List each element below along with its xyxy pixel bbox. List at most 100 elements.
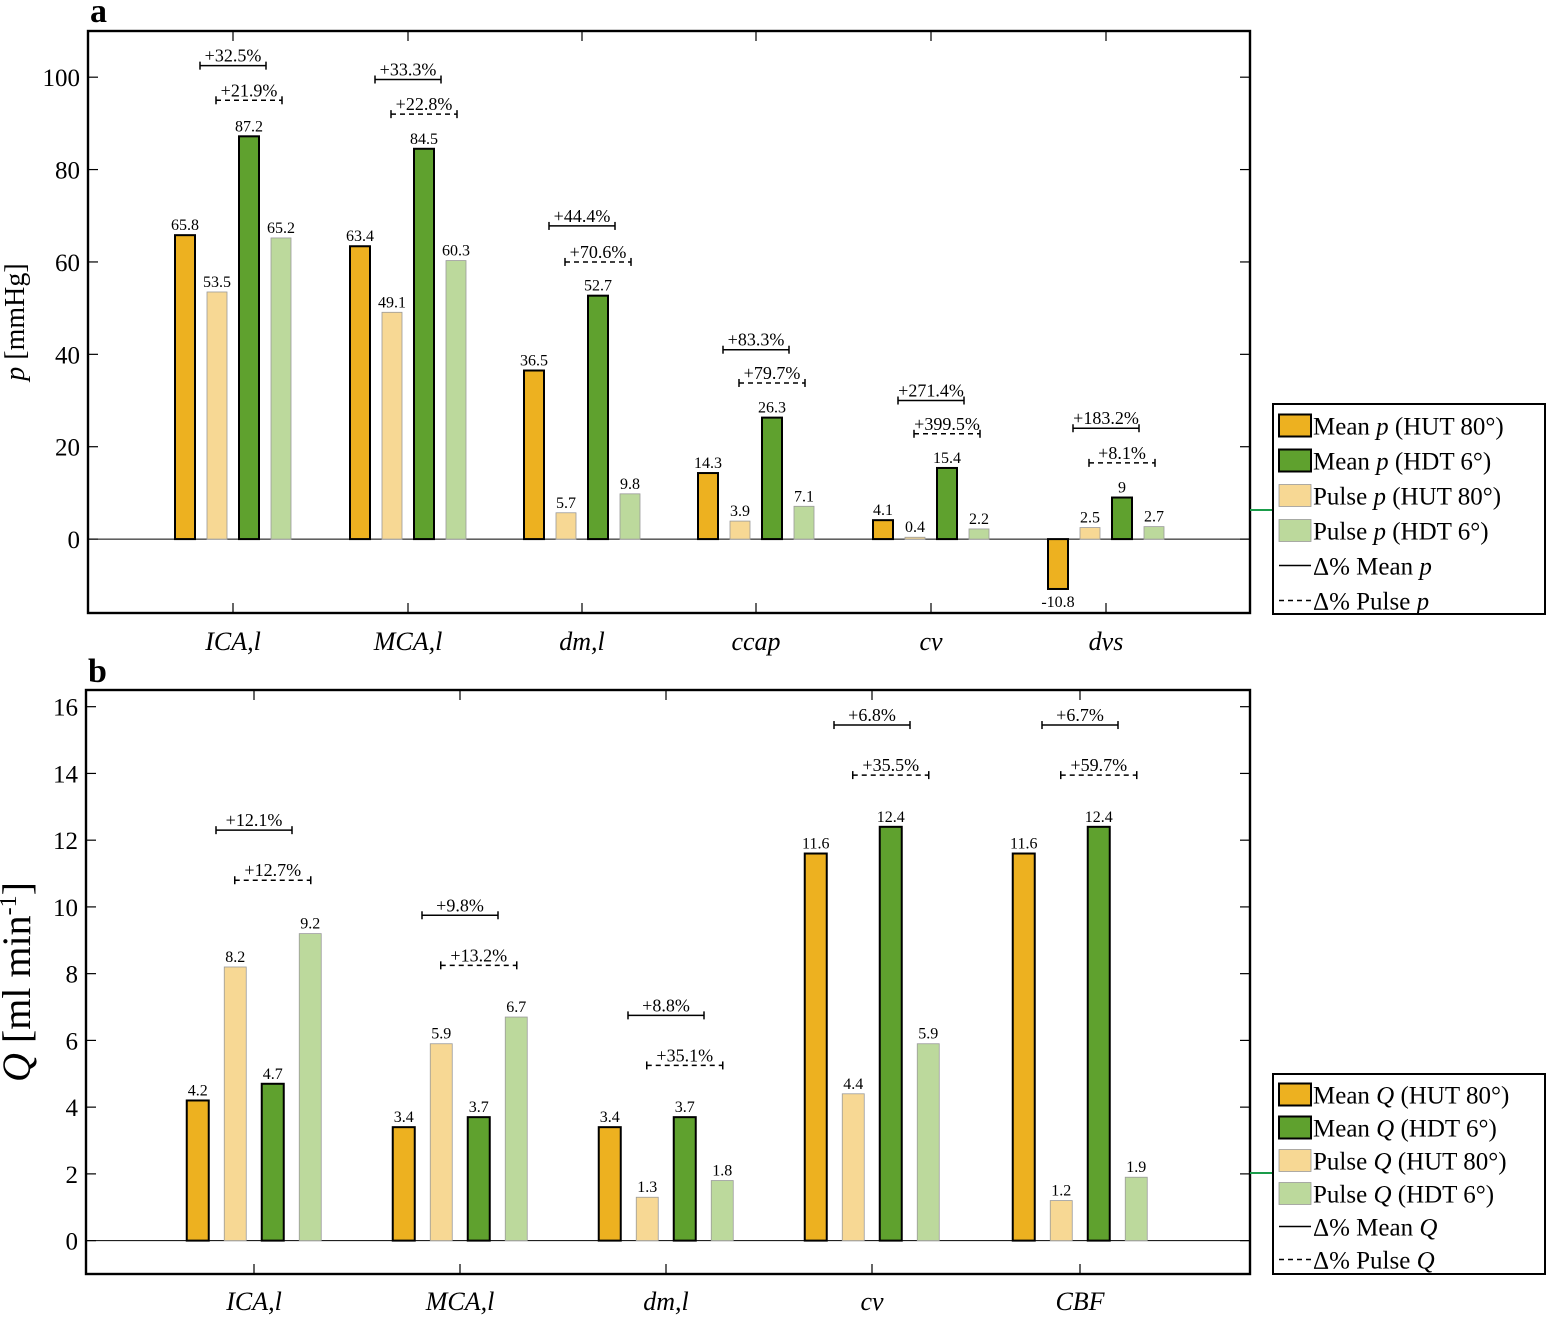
legend: Mean p (HUT 80°)Mean p (HDT 6°)Pulse p (… — [1272, 403, 1546, 616]
bar-mean_hut — [872, 519, 894, 541]
bar-value-label: 2.7 — [1144, 509, 1164, 526]
legend-entry-text: Δ% Pulse — [1313, 589, 1417, 616]
delta-pulse-label: +399.5% — [914, 414, 980, 434]
legend-entry-label: Δ% Mean p — [1313, 554, 1432, 581]
y-axis-unit: [ml min — [0, 915, 39, 1053]
x-tick-label: CBF — [1055, 1287, 1105, 1316]
bar-mean_hut — [597, 1126, 622, 1242]
delta-pulse-label: +35.5% — [862, 755, 919, 775]
bar-mean_hut — [523, 369, 545, 541]
legend-entry-label: Pulse Q (HDT 6°) — [1313, 1182, 1494, 1209]
legend-entry-var: p — [1371, 519, 1386, 546]
delta-pulse-label: +21.9% — [221, 80, 278, 100]
bar-pulse_hdt — [1143, 526, 1165, 540]
legend-entry-text: Δ% Mean — [1313, 554, 1419, 581]
bar-pulse_hut — [555, 512, 577, 540]
bar-value-label: 12.4 — [1085, 809, 1113, 826]
legend-entry-cond: (HUT 80°) — [1392, 1149, 1507, 1176]
bar-value-label: 65.2 — [267, 220, 295, 237]
bar-value-label: 4.1 — [873, 502, 893, 519]
bar-value-label: 5.7 — [556, 495, 576, 512]
bar-pulse_hut — [904, 536, 926, 540]
y-tick-label: 40 — [55, 342, 80, 369]
bar-pulse_hdt — [793, 505, 815, 540]
legend-entry-cond: (HDT 6°) — [1394, 1116, 1497, 1143]
delta-pulse-label: +13.2% — [450, 945, 507, 965]
bar-pulse_hdt — [445, 260, 467, 540]
y-tick-label: 4 — [66, 1095, 79, 1122]
bar-value-label: 5.9 — [918, 1026, 938, 1043]
x-tick-label: ccap — [731, 627, 780, 656]
legend-entry-var: p — [1371, 484, 1386, 511]
delta-mean-label: +6.7% — [1056, 705, 1104, 725]
bar-pulse_hdt — [270, 237, 292, 540]
legend-entry-var: Q — [1373, 1149, 1391, 1176]
legend-entry-text: Pulse — [1313, 484, 1373, 511]
bar-value-label: 12.4 — [877, 809, 905, 826]
y-tick-label: 6 — [66, 1028, 79, 1055]
legend-entry-label: Pulse p (HUT 80°) — [1313, 484, 1501, 511]
x-tick-label: MCA,l — [425, 1287, 495, 1316]
bar-value-label: 6.7 — [506, 999, 526, 1016]
bar-value-label: 8.2 — [225, 949, 245, 966]
bar-pulse_hut — [635, 1196, 659, 1242]
bar-mean_hdt — [878, 825, 903, 1242]
bar-pulse_hdt — [710, 1180, 734, 1242]
legend-entry-cond: (HDT 6°) — [1389, 449, 1492, 476]
legend-entry-cond: (HDT 6°) — [1392, 1182, 1495, 1209]
panel-label: b — [88, 653, 107, 690]
x-tick-label: ICA,l — [225, 1287, 282, 1316]
legend-entry-var: Q — [1376, 1083, 1394, 1110]
legend-entry-var: Q — [1376, 1116, 1394, 1143]
bar-pulse_hut — [1049, 1200, 1073, 1242]
axes-frame — [86, 29, 1252, 615]
legend-swatch — [1278, 1182, 1312, 1205]
delta-pulse-label: +70.6% — [570, 242, 627, 262]
bar-value-label: 49.1 — [378, 294, 406, 311]
delta-mean-label: +183.2% — [1073, 408, 1139, 428]
delta-mean-label: +271.4% — [898, 381, 964, 401]
delta-mean-label: +33.3% — [380, 60, 437, 80]
bar-value-label: 15.4 — [933, 450, 961, 467]
legend-entry-cond: (HUT 80°) — [1386, 484, 1501, 511]
legend-box — [1272, 1073, 1546, 1275]
legend-swatch — [1278, 1115, 1312, 1140]
bar-value-label: 3.7 — [675, 1099, 695, 1116]
bar-mean_hut — [1047, 538, 1069, 590]
bar-value-label: 1.8 — [712, 1163, 732, 1180]
bar-value-label: 4.7 — [263, 1066, 283, 1083]
bar-mean_hdt — [672, 1116, 697, 1242]
legend-entry-var: p — [1374, 449, 1389, 476]
y-tick-label: 60 — [55, 250, 80, 277]
bar-pulse_hdt — [504, 1016, 528, 1242]
legend-swatch — [1278, 448, 1312, 473]
bar-value-label: 53.5 — [203, 274, 231, 291]
bar-pulse_hut — [429, 1043, 453, 1242]
bar-value-label: 1.2 — [1051, 1183, 1071, 1200]
bar-pulse_hdt — [619, 493, 641, 540]
y-tick-label: 100 — [43, 65, 81, 92]
bar-value-label: 26.3 — [758, 400, 786, 417]
legend-entry-text: Δ% Mean — [1313, 1215, 1419, 1242]
delta-pulse-label: +8.1% — [1098, 443, 1146, 463]
y-axis-label: p [mmHg] — [0, 263, 31, 382]
y-axis-unit-sup: -1 — [0, 895, 22, 915]
bar-value-label: 60.3 — [442, 243, 470, 260]
bar-pulse_hut — [1079, 527, 1101, 540]
bar-pulse_hut — [841, 1093, 865, 1242]
legend-entry-label: Δ% Pulse Q — [1313, 1248, 1435, 1275]
y-tick-label: 0 — [66, 1229, 79, 1256]
legend-entry-var: p — [1415, 589, 1430, 616]
bar-mean_hdt — [587, 294, 609, 541]
legend-entry-text: Mean — [1313, 414, 1376, 441]
x-tick-label: MCA,l — [373, 627, 443, 656]
delta-mean-label: +32.5% — [205, 46, 262, 66]
y-axis-unit-end: ] — [0, 882, 39, 895]
bar-value-label: 3.9 — [730, 503, 750, 520]
bar-value-label: 84.5 — [410, 131, 438, 148]
x-tick-label: dm,l — [559, 627, 605, 656]
legend: Mean Q (HUT 80°)Mean Q (HDT 6°)Pulse Q (… — [1272, 1073, 1546, 1275]
bar-value-label: 3.7 — [469, 1099, 489, 1116]
axes-frame — [84, 688, 1252, 1276]
delta-pulse-label: +35.1% — [656, 1045, 713, 1065]
